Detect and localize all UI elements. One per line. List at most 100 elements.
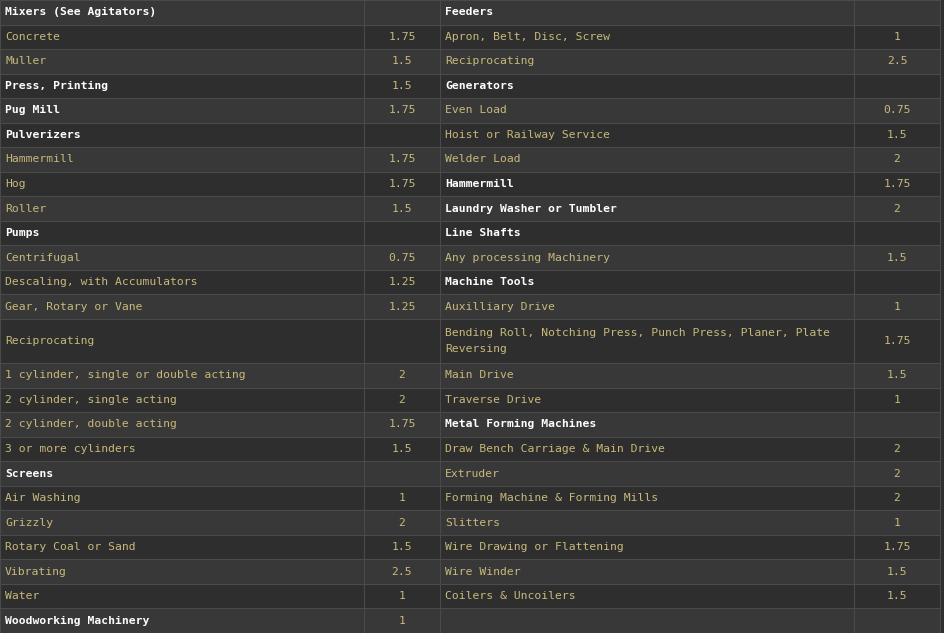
Text: Slitters: Slitters bbox=[445, 518, 499, 527]
Text: Any processing Machinery: Any processing Machinery bbox=[445, 253, 610, 263]
Text: 1: 1 bbox=[398, 616, 405, 626]
Text: Hog: Hog bbox=[5, 179, 25, 189]
Text: Apron, Belt, Disc, Screw: Apron, Belt, Disc, Screw bbox=[445, 32, 610, 42]
Text: Laundry Washer or Tumbler: Laundry Washer or Tumbler bbox=[445, 204, 616, 213]
Text: 2.5: 2.5 bbox=[391, 567, 412, 577]
Text: 1.5: 1.5 bbox=[885, 567, 906, 577]
Text: Pulverizers: Pulverizers bbox=[5, 130, 80, 140]
Text: 1.5: 1.5 bbox=[391, 444, 412, 454]
Text: Roller: Roller bbox=[5, 204, 46, 213]
Bar bbox=[0, 49, 939, 73]
Text: 1 cylinder, single or double acting: 1 cylinder, single or double acting bbox=[5, 370, 245, 380]
Text: 1.5: 1.5 bbox=[885, 591, 906, 601]
Text: Welder Load: Welder Load bbox=[445, 154, 520, 165]
Text: 1.75: 1.75 bbox=[388, 32, 415, 42]
Text: 1.25: 1.25 bbox=[388, 302, 415, 311]
Text: 1.5: 1.5 bbox=[885, 370, 906, 380]
Text: 2: 2 bbox=[398, 518, 405, 527]
Bar bbox=[0, 0, 939, 25]
Bar bbox=[0, 172, 939, 196]
Text: Water: Water bbox=[5, 591, 40, 601]
Text: Vibrating: Vibrating bbox=[5, 567, 67, 577]
Text: 0.75: 0.75 bbox=[883, 106, 910, 115]
Bar bbox=[0, 196, 939, 221]
Text: Grizzly: Grizzly bbox=[5, 518, 53, 527]
Bar bbox=[0, 319, 939, 363]
Bar bbox=[0, 294, 939, 319]
Bar bbox=[0, 535, 939, 560]
Bar bbox=[0, 510, 939, 535]
Text: 1.5: 1.5 bbox=[391, 81, 412, 91]
Text: Reciprocating: Reciprocating bbox=[445, 56, 533, 66]
Text: Metal Forming Machines: Metal Forming Machines bbox=[445, 420, 596, 429]
Text: Line Shafts: Line Shafts bbox=[445, 228, 520, 238]
Text: Concrete: Concrete bbox=[5, 32, 59, 42]
Text: 1.5: 1.5 bbox=[391, 542, 412, 552]
Text: Reciprocating: Reciprocating bbox=[5, 336, 94, 346]
Text: Feeders: Feeders bbox=[445, 7, 493, 17]
Text: Muller: Muller bbox=[5, 56, 46, 66]
Text: 0.75: 0.75 bbox=[388, 253, 415, 263]
Text: 1.5: 1.5 bbox=[391, 204, 412, 213]
Text: 2: 2 bbox=[893, 468, 900, 479]
Text: 2.5: 2.5 bbox=[885, 56, 906, 66]
Text: Extruder: Extruder bbox=[445, 468, 499, 479]
Text: 1: 1 bbox=[893, 32, 900, 42]
Bar bbox=[0, 147, 939, 172]
Text: 1.75: 1.75 bbox=[883, 336, 910, 346]
Text: Hoist or Railway Service: Hoist or Railway Service bbox=[445, 130, 610, 140]
Text: 2: 2 bbox=[893, 444, 900, 454]
Bar bbox=[0, 560, 939, 584]
Text: Woodworking Machinery: Woodworking Machinery bbox=[5, 616, 149, 626]
Text: Centrifugal: Centrifugal bbox=[5, 253, 80, 263]
Text: 1.75: 1.75 bbox=[388, 154, 415, 165]
Text: 2: 2 bbox=[893, 493, 900, 503]
Text: 1.75: 1.75 bbox=[883, 542, 910, 552]
Bar bbox=[0, 461, 939, 486]
Text: Pug Mill: Pug Mill bbox=[5, 105, 59, 115]
Text: 2: 2 bbox=[398, 395, 405, 405]
Bar bbox=[0, 387, 939, 412]
Text: Reversing: Reversing bbox=[445, 344, 506, 354]
Text: 3 or more cylinders: 3 or more cylinders bbox=[5, 444, 136, 454]
Text: Rotary Coal or Sand: Rotary Coal or Sand bbox=[5, 542, 136, 552]
Text: Machine Tools: Machine Tools bbox=[445, 277, 533, 287]
Bar bbox=[0, 608, 939, 633]
Bar bbox=[0, 584, 939, 608]
Text: 2: 2 bbox=[398, 370, 405, 380]
Bar bbox=[0, 73, 939, 98]
Bar bbox=[0, 246, 939, 270]
Text: 1.5: 1.5 bbox=[391, 56, 412, 66]
Text: 1: 1 bbox=[893, 302, 900, 311]
Text: 1.5: 1.5 bbox=[885, 253, 906, 263]
Text: Generators: Generators bbox=[445, 81, 514, 91]
Text: Wire Drawing or Flattening: Wire Drawing or Flattening bbox=[445, 542, 623, 552]
Text: 2: 2 bbox=[893, 154, 900, 165]
Text: Main Drive: Main Drive bbox=[445, 370, 514, 380]
Text: Auxilliary Drive: Auxilliary Drive bbox=[445, 302, 554, 311]
Text: Even Load: Even Load bbox=[445, 106, 506, 115]
Text: Mixers (See Agitators): Mixers (See Agitators) bbox=[5, 7, 156, 17]
Text: Screens: Screens bbox=[5, 468, 53, 479]
Text: Hammermill: Hammermill bbox=[445, 179, 514, 189]
Bar bbox=[0, 486, 939, 510]
Bar bbox=[0, 270, 939, 294]
Text: 2: 2 bbox=[893, 204, 900, 213]
Bar bbox=[0, 123, 939, 147]
Text: 1.75: 1.75 bbox=[388, 179, 415, 189]
Text: Gear, Rotary or Vane: Gear, Rotary or Vane bbox=[5, 302, 143, 311]
Text: 2 cylinder, single acting: 2 cylinder, single acting bbox=[5, 395, 177, 405]
Text: 2 cylinder, double acting: 2 cylinder, double acting bbox=[5, 420, 177, 429]
Text: Bending Roll, Notching Press, Punch Press, Planer, Plate: Bending Roll, Notching Press, Punch Pres… bbox=[445, 328, 829, 338]
Text: 1.5: 1.5 bbox=[885, 130, 906, 140]
Text: Air Washing: Air Washing bbox=[5, 493, 80, 503]
Text: Coilers & Uncoilers: Coilers & Uncoilers bbox=[445, 591, 575, 601]
Bar bbox=[0, 25, 939, 49]
Bar bbox=[0, 221, 939, 246]
Text: Hammermill: Hammermill bbox=[5, 154, 74, 165]
Bar bbox=[0, 412, 939, 437]
Text: Wire Winder: Wire Winder bbox=[445, 567, 520, 577]
Text: 1: 1 bbox=[893, 395, 900, 405]
Text: Press, Printing: Press, Printing bbox=[5, 81, 108, 91]
Bar bbox=[0, 98, 939, 123]
